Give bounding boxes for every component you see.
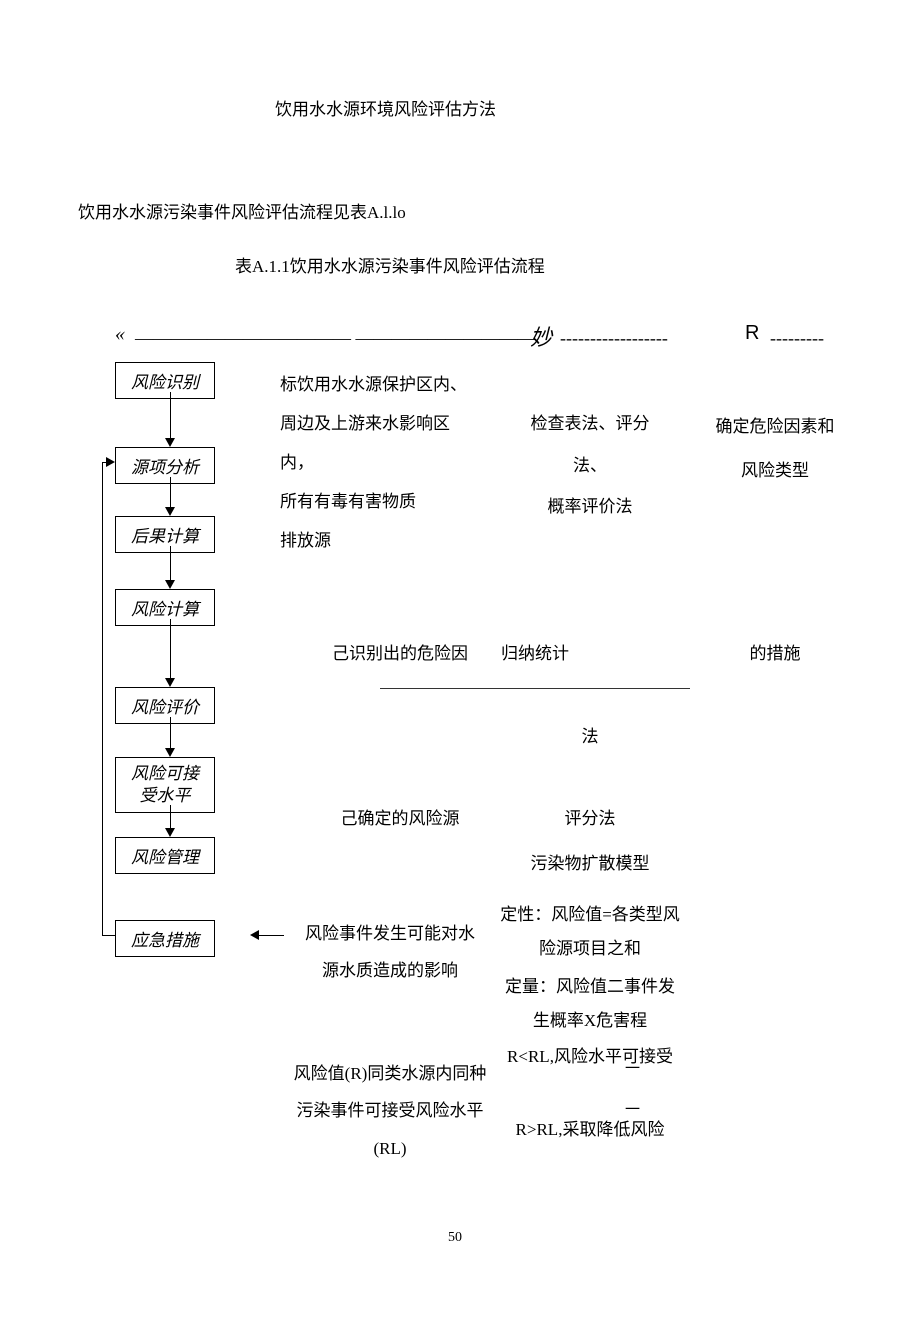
connector-line-0 <box>170 392 171 439</box>
miao-symbol: 妙 <box>530 320 552 352</box>
col3-block1b: 法、 <box>500 447 680 484</box>
connector-arrow-2 <box>165 580 175 589</box>
arrow-into-emergency <box>250 930 259 940</box>
flow-box-6: 风险管理 <box>115 837 215 874</box>
loop-hline-bottom <box>102 935 115 936</box>
loop-arrow-into-source <box>106 457 115 467</box>
connector-line-1 <box>170 477 171 508</box>
col3-block2: 归纳统计 <box>475 635 595 672</box>
page-number: 50 <box>448 1230 462 1246</box>
col3-block5b: R>RL,采取降低风险 <box>500 1115 680 1146</box>
connector-line-2 <box>170 546 171 581</box>
col3-block5a: R<RL,风险水平可接受 <box>500 1042 680 1073</box>
flow-box-4: 风险评价 <box>115 687 215 724</box>
flow-box-0: 风险识别 <box>115 362 215 399</box>
dash-line-1: ———————————— —————————— <box>135 328 536 349</box>
col3-block1c: 概率评价法 <box>500 488 680 525</box>
arrow-mark-1: 一 <box>625 1057 640 1078</box>
flow-box-1: 源项分析 <box>115 447 215 484</box>
document-subtitle: 饮用水水源污染事件风险评估流程见表A.l.lo <box>78 198 406 223</box>
col3-block2b: 法 <box>500 718 680 755</box>
col2-block1: 标饮用水水源保护区内、周边及上游来水影响区内， 所有有毒有害物质 排放源 <box>280 365 480 560</box>
loop-vline <box>102 462 103 935</box>
dash-line-2: ------------------ <box>560 328 668 349</box>
connector-arrow-0 <box>165 438 175 447</box>
col3-block1a: 检查表法、评分 <box>500 405 680 442</box>
col3-block4b: 定量：风险值二事件发生概率X危害程 <box>500 970 680 1038</box>
connector-arrow-1 <box>165 507 175 516</box>
connector-line-4 <box>170 717 171 749</box>
col4-block2: 的措施 <box>700 635 850 672</box>
col3-block4a: 定性：风险值=各类型风险源项目之和 <box>500 898 680 966</box>
dash-line-3: --------- <box>770 328 824 349</box>
col2-block3: 己确定的风险源 <box>320 800 480 837</box>
col3-block3: 评分法 <box>500 800 680 837</box>
col2-block4: 风险事件发生可能对水源水质造成的影响 <box>300 915 480 990</box>
col2-block2: 己识别出的危险因 <box>320 635 480 672</box>
table-caption: 表A.1.1饮用水水源污染事件风险评估流程 <box>235 252 545 277</box>
connector-arrow-4 <box>165 748 175 757</box>
connector-arrow-5 <box>165 828 175 837</box>
col4-block1: 确定危险因素和 风险类型 <box>700 405 850 493</box>
separator-line <box>380 688 690 689</box>
document-title: 饮用水水源环境风险评估方法 <box>275 95 496 120</box>
connector-line-5 <box>170 805 171 829</box>
guillemet-symbol: « <box>115 323 125 346</box>
connector-arrow-3 <box>165 678 175 687</box>
connector-line-3 <box>170 619 171 679</box>
flow-box-7: 应急措施 <box>115 920 215 957</box>
flow-box-3: 风险计算 <box>115 589 215 626</box>
flow-box-2: 后果计算 <box>115 516 215 553</box>
col2-block5: 风险值(R)同类水源内同种污染事件可接受风险水平 (RL) <box>290 1055 490 1167</box>
arrow-line-emergency <box>259 935 284 936</box>
flow-box-5: 风险可接 受水平 <box>115 757 215 813</box>
col3-block3b: 污染物扩散模型 <box>500 845 680 882</box>
r-label: R <box>745 322 759 345</box>
